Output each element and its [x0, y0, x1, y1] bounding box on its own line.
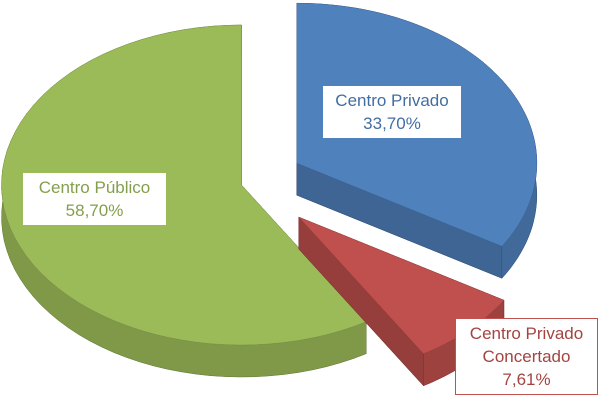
slice — [1, 24, 367, 346]
data-label: Centro Privado Concertado 7,61% — [455, 318, 598, 395]
label-value: 33,70% — [363, 114, 421, 133]
data-label: Centro Privado 33,70% — [322, 85, 462, 139]
label-value: 7,61% — [502, 370, 551, 389]
data-label: Centro Público 58,70% — [22, 172, 167, 226]
label-value: 58,70% — [65, 201, 124, 220]
label-name: Centro Privado — [335, 91, 449, 110]
label-name: Centro Público — [38, 178, 151, 197]
label-name: Centro Privado Concertado — [469, 324, 584, 366]
